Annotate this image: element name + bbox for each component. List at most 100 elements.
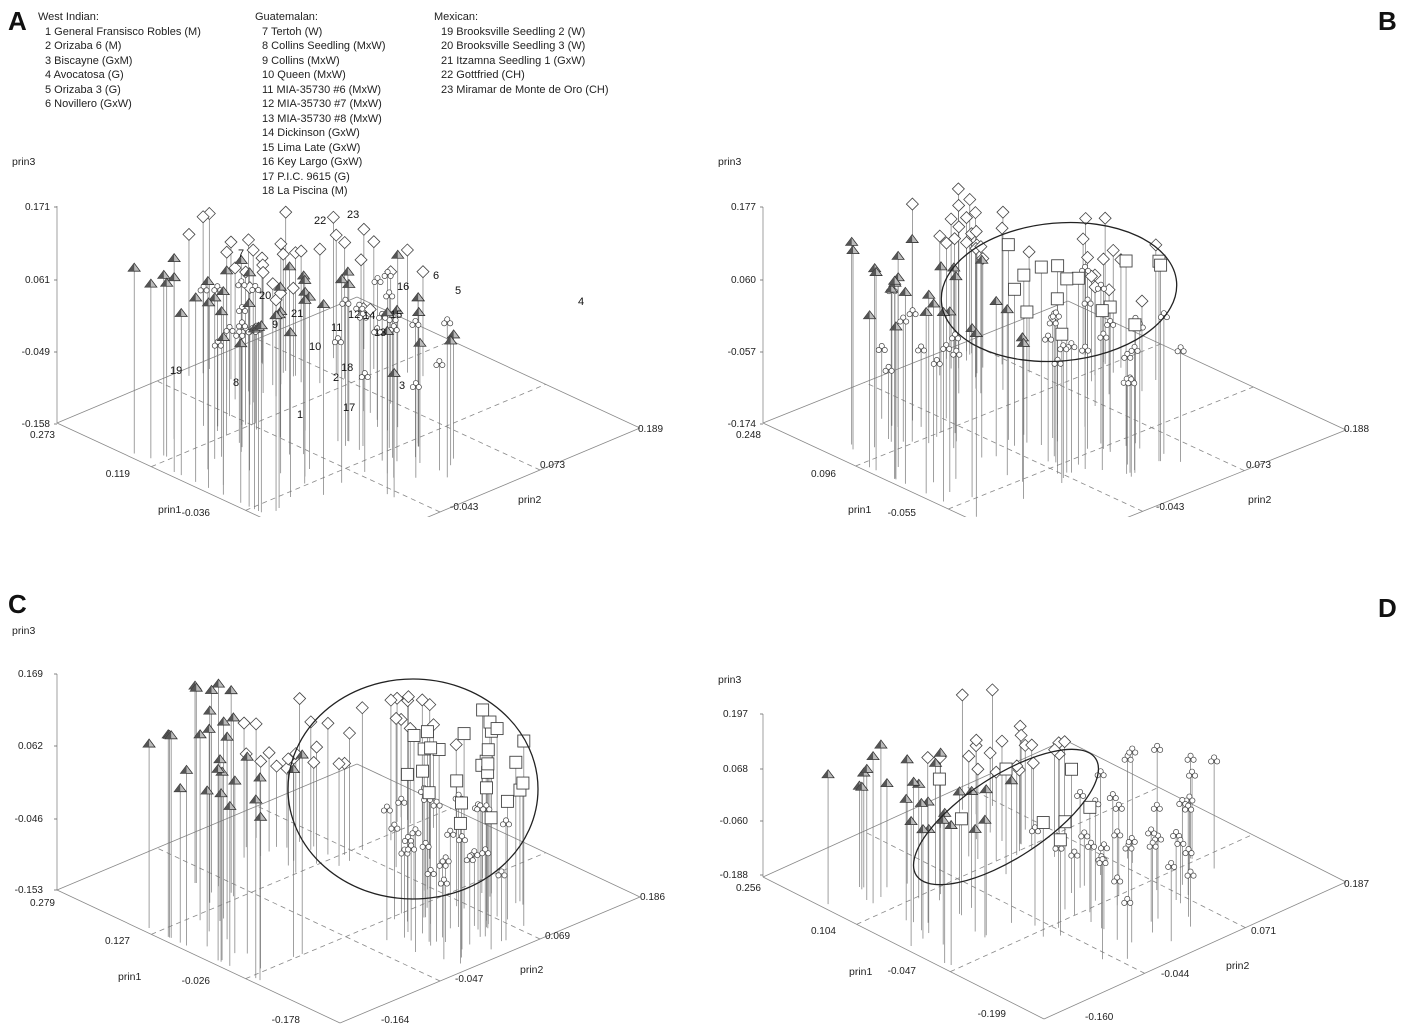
prin2-axis-label: prin2: [1226, 960, 1250, 972]
diamond-marker: [939, 236, 954, 250]
club-marker: [339, 296, 352, 307]
diamond-marker: [969, 224, 983, 239]
club-marker: [897, 314, 910, 325]
diamond-marker: [959, 211, 974, 225]
club-marker: [1184, 752, 1197, 763]
point-number-label: 10: [309, 341, 321, 353]
square-marker: [1053, 833, 1067, 847]
square-marker: [1083, 800, 1097, 814]
square-marker: [1128, 318, 1142, 332]
club-marker: [1184, 868, 1197, 879]
triangle-marker: [211, 763, 225, 773]
diamond-marker: [905, 197, 919, 211]
club-marker: [233, 328, 246, 339]
diamond-marker: [1076, 232, 1090, 246]
legend-entry: 23 Miramar de Monte de Oro (CH): [441, 83, 609, 96]
diamond-marker: [400, 243, 414, 257]
prin3-tick-label: -0.158: [22, 419, 51, 430]
triangle-marker: [342, 278, 356, 288]
club-marker: [388, 821, 401, 832]
point-number-label: 7: [238, 248, 244, 260]
point-number-label: 5: [455, 285, 461, 297]
club-marker: [882, 363, 895, 374]
triangle-marker: [253, 772, 267, 782]
panel-letter: A: [8, 6, 27, 36]
club-marker: [1146, 839, 1159, 850]
floor-edge: [356, 296, 641, 429]
diamond-marker: [962, 749, 976, 763]
square-marker: [516, 776, 530, 790]
club-marker: [1106, 791, 1119, 802]
diamond-marker: [307, 755, 321, 770]
diamond-marker: [1026, 756, 1040, 770]
triangle-marker: [214, 788, 228, 798]
floor-grid: [256, 338, 541, 471]
square-marker: [932, 772, 946, 786]
triangle-marker: [283, 327, 298, 337]
diamond-marker: [355, 701, 369, 715]
triangle-marker: [193, 729, 207, 739]
club-marker: [1121, 752, 1134, 763]
diamond-marker: [415, 693, 429, 707]
club-marker: [331, 335, 344, 346]
triangle-marker: [188, 292, 203, 302]
diamond-marker: [310, 740, 324, 754]
diamond-marker: [363, 302, 377, 316]
club-marker: [906, 307, 919, 318]
club-marker: [236, 304, 249, 314]
square-marker: [1034, 260, 1048, 274]
triangle-marker: [282, 261, 297, 271]
triangle-marker: [905, 233, 919, 243]
club-marker: [1081, 296, 1094, 307]
triangle-marker: [228, 775, 242, 785]
diamond-marker: [357, 222, 371, 236]
triangle-marker: [269, 310, 283, 320]
diamond-marker: [332, 757, 346, 771]
triangle-marker: [887, 275, 902, 285]
prin2-tick-label: -0.164: [381, 1015, 410, 1026]
diamond-marker: [202, 206, 216, 221]
club-marker: [439, 854, 452, 865]
diamond-marker: [294, 244, 308, 258]
diamond-marker: [274, 237, 288, 251]
club-marker: [405, 842, 418, 853]
club-marker: [1097, 330, 1110, 341]
club-marker: [474, 802, 487, 813]
club-marker: [1057, 342, 1070, 353]
point-number-label: 17: [343, 402, 355, 414]
club-marker: [1079, 343, 1092, 354]
square-marker: [1050, 292, 1064, 306]
club-marker: [1126, 745, 1139, 756]
square-marker: [422, 786, 436, 800]
triangle-marker: [1000, 304, 1015, 314]
prin1-tick-label: 0.127: [105, 936, 130, 947]
prin1-axis-label: prin1: [158, 504, 182, 516]
triangle-marker: [926, 298, 941, 308]
cluster-ellipse: [287, 678, 539, 900]
club-marker: [1049, 309, 1062, 320]
prin3-tick-label: -0.049: [22, 347, 51, 358]
floor-grid: [966, 341, 1245, 472]
legend-heading: Guatemalan:: [255, 11, 318, 23]
prin3-tick-label: -0.153: [15, 885, 44, 896]
square-marker: [484, 811, 498, 825]
prin3-tick-label: 0.060: [731, 275, 756, 286]
triangle-marker: [934, 261, 948, 271]
point-number-label: 8: [233, 377, 239, 389]
diamond-marker: [281, 752, 295, 766]
prin3-tick-label: 0.171: [25, 202, 50, 213]
prin1-tick-label: -0.055: [888, 508, 917, 517]
square-marker: [1020, 305, 1034, 319]
triangle-marker: [443, 335, 458, 345]
triangle-marker: [334, 274, 349, 284]
club-marker: [437, 876, 450, 887]
diamond-marker: [1014, 728, 1028, 742]
floor-grid: [156, 380, 441, 513]
square-marker: [1071, 271, 1085, 285]
club-marker: [1104, 318, 1117, 328]
triangle-marker: [916, 824, 930, 834]
triangle-marker: [1004, 775, 1019, 785]
club-marker: [1097, 841, 1110, 852]
point-number-label: 21: [291, 308, 303, 320]
panel-b: B 0.177 0.060 -0.057 -0.174 0.248 0.096 -0.055…: [706, 0, 1411, 517]
